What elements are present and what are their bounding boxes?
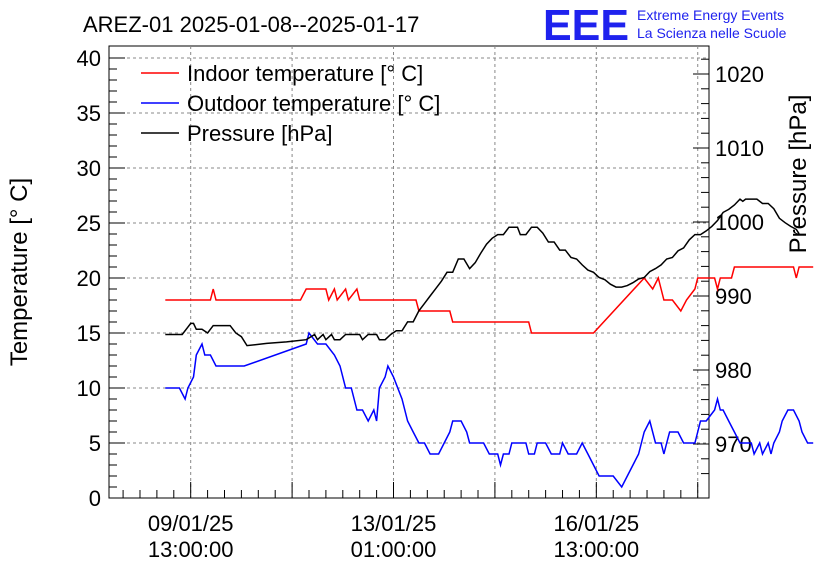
grid — [109, 46, 709, 498]
legend-entry: Indoor temperature [° C] — [187, 61, 423, 86]
x-tick-time: 01:00:00 — [351, 537, 437, 562]
y-tick-label: 30 — [77, 156, 101, 181]
y2-tick-label: 1020 — [715, 62, 764, 87]
eee-logo: EEE Extreme Energy Events La Scienza nel… — [543, 1, 787, 50]
legend-entry: Outdoor temperature [° C] — [187, 91, 440, 116]
logo-line-2: La Scienza nelle Scuole — [637, 25, 787, 41]
y-tick-label: 15 — [77, 321, 101, 346]
x-tick-date: 09/01/25 — [148, 511, 234, 536]
y-tick-label: 25 — [77, 211, 101, 236]
series-line-pressure — [165, 198, 800, 347]
y-tick-label: 20 — [77, 266, 101, 291]
x-axis: 09/01/2513:00:0013/01/2501:00:0016/01/25… — [122, 482, 699, 562]
y2-tick-label: 1010 — [715, 136, 764, 161]
y2-tick-label: 970 — [715, 432, 752, 457]
legend: Indoor temperature [° C] Outdoor temperat… — [141, 61, 440, 146]
y-tick-label: 10 — [77, 376, 101, 401]
logo-mark: EEE — [543, 1, 629, 50]
left-axis: 0 5 10 15 20 25 30 35 40 — [77, 46, 125, 511]
y-tick-label: 0 — [89, 486, 101, 511]
series-lines — [165, 198, 814, 489]
y-tick-label: 35 — [77, 101, 101, 126]
y-axis-label: Temperature [° C] — [6, 178, 33, 366]
legend-entry: Pressure [hPa] — [187, 121, 333, 146]
series-line-outdoor — [165, 331, 814, 489]
chart-title: AREZ-01 2025-01-08--2025-01-17 — [83, 12, 419, 37]
plot-frame — [108, 45, 710, 499]
x-tick-time: 13:00:00 — [554, 537, 640, 562]
y-tick-label: 40 — [77, 46, 101, 71]
y2-tick-label: 990 — [715, 284, 752, 309]
x-tick-date: 13/01/25 — [351, 511, 437, 536]
y2-axis-label: Pressure [hPa] — [785, 95, 812, 254]
y2-tick-label: 980 — [715, 358, 752, 383]
x-tick-time: 13:00:00 — [148, 537, 234, 562]
y-tick-label: 5 — [89, 431, 101, 456]
y2-tick-label: 1000 — [715, 210, 764, 235]
series-line-indoor — [165, 266, 814, 334]
x-tick-date: 16/01/25 — [554, 511, 640, 536]
right-axis: 970 980 990 1000 1010 1020 — [693, 58, 764, 475]
logo-line-1: Extreme Energy Events — [637, 7, 784, 23]
